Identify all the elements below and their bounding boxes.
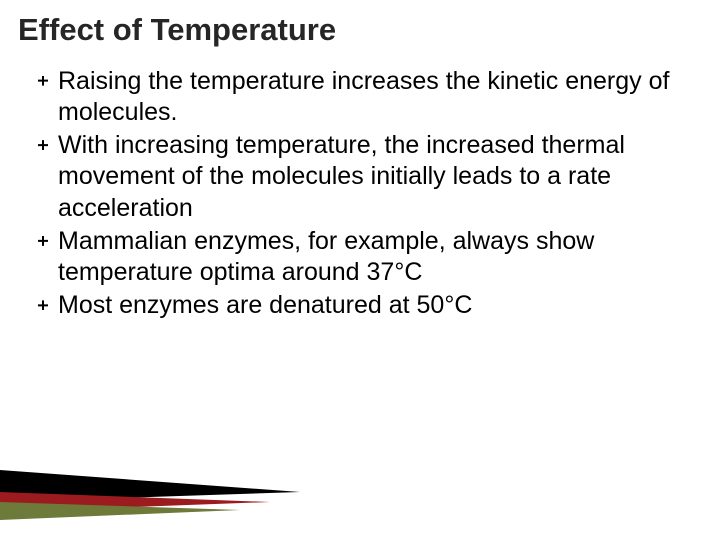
slide-title: Effect of Temperature: [18, 12, 696, 48]
list-item: Mammalian enzymes, for example, always s…: [38, 226, 696, 289]
wedge-black-icon: [0, 470, 300, 502]
bullet-text: Most enzymes are denatured at 50°C: [58, 291, 472, 319]
slide: Effect of Temperature Raising the temper…: [0, 0, 720, 540]
bullet-text: Mammalian enzymes, for example, always s…: [58, 227, 594, 286]
list-item: With increasing temperature, the increas…: [38, 130, 696, 224]
wedge-green-icon: [0, 502, 240, 520]
bullet-text: Raising the temperature increases the ki…: [58, 67, 669, 126]
bullet-list: Raising the temperature increases the ki…: [18, 66, 696, 322]
corner-decoration: [0, 452, 360, 522]
list-item: Most enzymes are denatured at 50°C: [38, 290, 696, 321]
bullet-text: With increasing temperature, the increas…: [58, 131, 625, 222]
list-item: Raising the temperature increases the ki…: [38, 66, 696, 129]
wedge-red-icon: [0, 492, 270, 512]
